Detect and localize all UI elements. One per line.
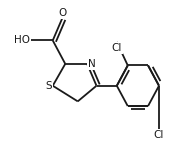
Text: O: O — [58, 8, 66, 18]
Text: N: N — [88, 59, 96, 69]
Text: Cl: Cl — [112, 43, 122, 53]
Text: Cl: Cl — [154, 130, 164, 140]
Text: S: S — [45, 81, 52, 91]
Text: HO: HO — [14, 35, 30, 45]
